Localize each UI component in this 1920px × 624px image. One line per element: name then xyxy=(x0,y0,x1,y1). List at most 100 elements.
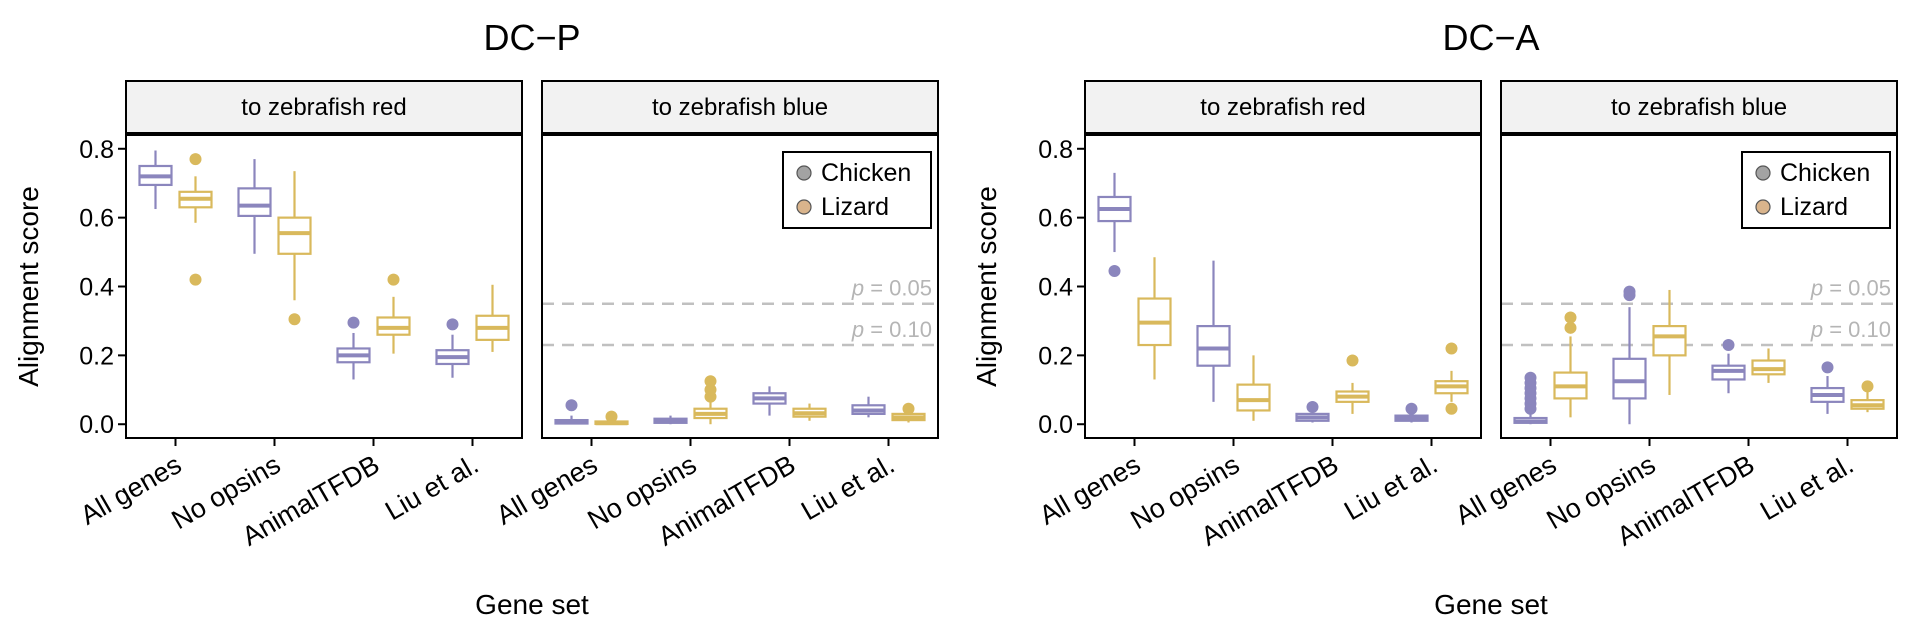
p-value: = 0.10 xyxy=(1823,317,1891,342)
p-value: = 0.05 xyxy=(864,276,932,301)
p-symbol: p xyxy=(1810,276,1823,301)
outlier-point xyxy=(704,383,717,396)
outlier-point xyxy=(189,153,202,166)
y-tick-label: 0.2 xyxy=(79,342,114,370)
x-tick-label: Liu et al. xyxy=(796,449,899,526)
panel-border xyxy=(541,134,939,439)
box-chicken xyxy=(1711,339,1746,394)
box-chicken xyxy=(1097,172,1132,278)
box-chicken xyxy=(1513,371,1548,425)
panel-border xyxy=(1084,134,1482,439)
outlier-point xyxy=(288,313,301,326)
strip-label: to zebrafish blue xyxy=(652,94,828,121)
reference-line-label: p = 0.10 xyxy=(851,317,932,342)
y-tick-label: 0.6 xyxy=(1038,205,1073,233)
outlier-point xyxy=(189,273,202,286)
box-body xyxy=(1196,324,1231,367)
legend-key-lizard xyxy=(1755,199,1771,215)
strip-header xyxy=(1084,80,1482,134)
box-chicken xyxy=(1394,402,1429,423)
box-body xyxy=(237,187,272,218)
plot-area xyxy=(1085,135,1481,438)
x-tick-label: Liu et al. xyxy=(380,449,483,526)
box-chicken xyxy=(653,415,688,425)
strip-label: to zebrafish red xyxy=(241,94,406,121)
box-lizard xyxy=(376,273,411,354)
outlier-point xyxy=(1306,401,1319,414)
legend-key-chicken xyxy=(1755,165,1771,181)
x-axis-title: Gene set xyxy=(475,589,589,620)
box-chicken xyxy=(851,396,886,418)
box-lizard xyxy=(792,403,827,421)
y-tick-label: 0.2 xyxy=(1038,342,1073,370)
plot-area xyxy=(126,135,522,438)
outlier-point xyxy=(565,399,578,412)
outlier-point xyxy=(446,318,459,331)
reference-line-label: p = 0.05 xyxy=(1810,276,1891,301)
box-chicken xyxy=(336,316,371,380)
box-lizard xyxy=(594,410,629,426)
legend-label-chicken: Chicken xyxy=(1780,159,1870,187)
y-tick-label: 0.4 xyxy=(79,274,114,302)
x-axis-title: Gene set xyxy=(1434,589,1548,620)
box-chicken xyxy=(1295,401,1330,423)
outlier-point xyxy=(1722,339,1735,352)
box-chicken xyxy=(554,399,589,425)
outlier-point xyxy=(1623,285,1636,298)
box-body xyxy=(1652,324,1687,357)
box-lizard xyxy=(1850,380,1885,413)
reference-line-label: p = 0.05 xyxy=(851,276,932,301)
box-lizard xyxy=(178,153,213,286)
outlier-point xyxy=(704,375,717,388)
panel-border xyxy=(1500,134,1898,439)
reference-line-label: p = 0.10 xyxy=(1810,317,1891,342)
y-axis-title: Alignment score xyxy=(971,186,1002,387)
legend-label-lizard: Lizard xyxy=(1780,193,1848,221)
outlier-point xyxy=(1445,342,1458,355)
chart-dc-a: DC−A Alignment score Gene set 0.0 0.2 0.4 0.6 0… xyxy=(971,17,1898,620)
box-chicken xyxy=(752,386,787,416)
outlier-point xyxy=(1524,371,1537,384)
outlier-point xyxy=(605,410,618,423)
legend-label-chicken: Chicken xyxy=(821,159,911,187)
box-lizard xyxy=(1434,342,1469,415)
legend-box xyxy=(782,151,932,229)
strip-label: to zebrafish red xyxy=(1200,94,1365,121)
x-tick-label: All genes xyxy=(1034,449,1145,531)
box-lizard xyxy=(1236,355,1271,421)
legend: Chicken Lizard xyxy=(1741,151,1891,229)
p-symbol: p xyxy=(1810,317,1823,342)
p-symbol: p xyxy=(851,317,864,342)
box-lizard xyxy=(693,375,728,425)
box-lizard xyxy=(277,171,312,326)
x-tick-label: All genes xyxy=(491,449,602,531)
legend-label-lizard: Lizard xyxy=(821,193,889,221)
outlier-point xyxy=(1821,361,1834,374)
legend: Chicken Lizard xyxy=(782,151,932,229)
box-body xyxy=(1236,383,1271,412)
x-tick-label: Liu et al. xyxy=(1339,449,1442,526)
x-tick-label: All genes xyxy=(75,449,186,531)
y-tick-label: 0.0 xyxy=(1038,411,1073,439)
panel-border xyxy=(125,134,523,439)
outlier-point xyxy=(387,273,400,286)
strip-header xyxy=(125,80,523,134)
legend-key-chicken xyxy=(796,165,812,181)
box-chicken xyxy=(237,159,272,254)
chart-dc-p: DC−P Alignment score Gene set 0.0 0.2 0.4 0.6 0… xyxy=(13,17,939,620)
outlier-point xyxy=(1346,354,1359,367)
outlier-point xyxy=(1445,402,1458,415)
outlier-point xyxy=(1564,311,1577,324)
chart-title: DC−A xyxy=(1442,17,1539,58)
box-body xyxy=(1612,357,1647,400)
p-symbol: p xyxy=(851,276,864,301)
y-tick-label: 0.4 xyxy=(1038,274,1073,302)
panel-zebrafish-blue: to zebrafish blue p = 0.05 p = 0.10 All gen… xyxy=(491,80,939,552)
box-body xyxy=(277,216,312,255)
outlier-point xyxy=(1405,402,1418,415)
strip-header xyxy=(541,80,939,134)
box-chicken xyxy=(1196,260,1231,402)
y-tick-label: 0.8 xyxy=(1038,136,1073,164)
